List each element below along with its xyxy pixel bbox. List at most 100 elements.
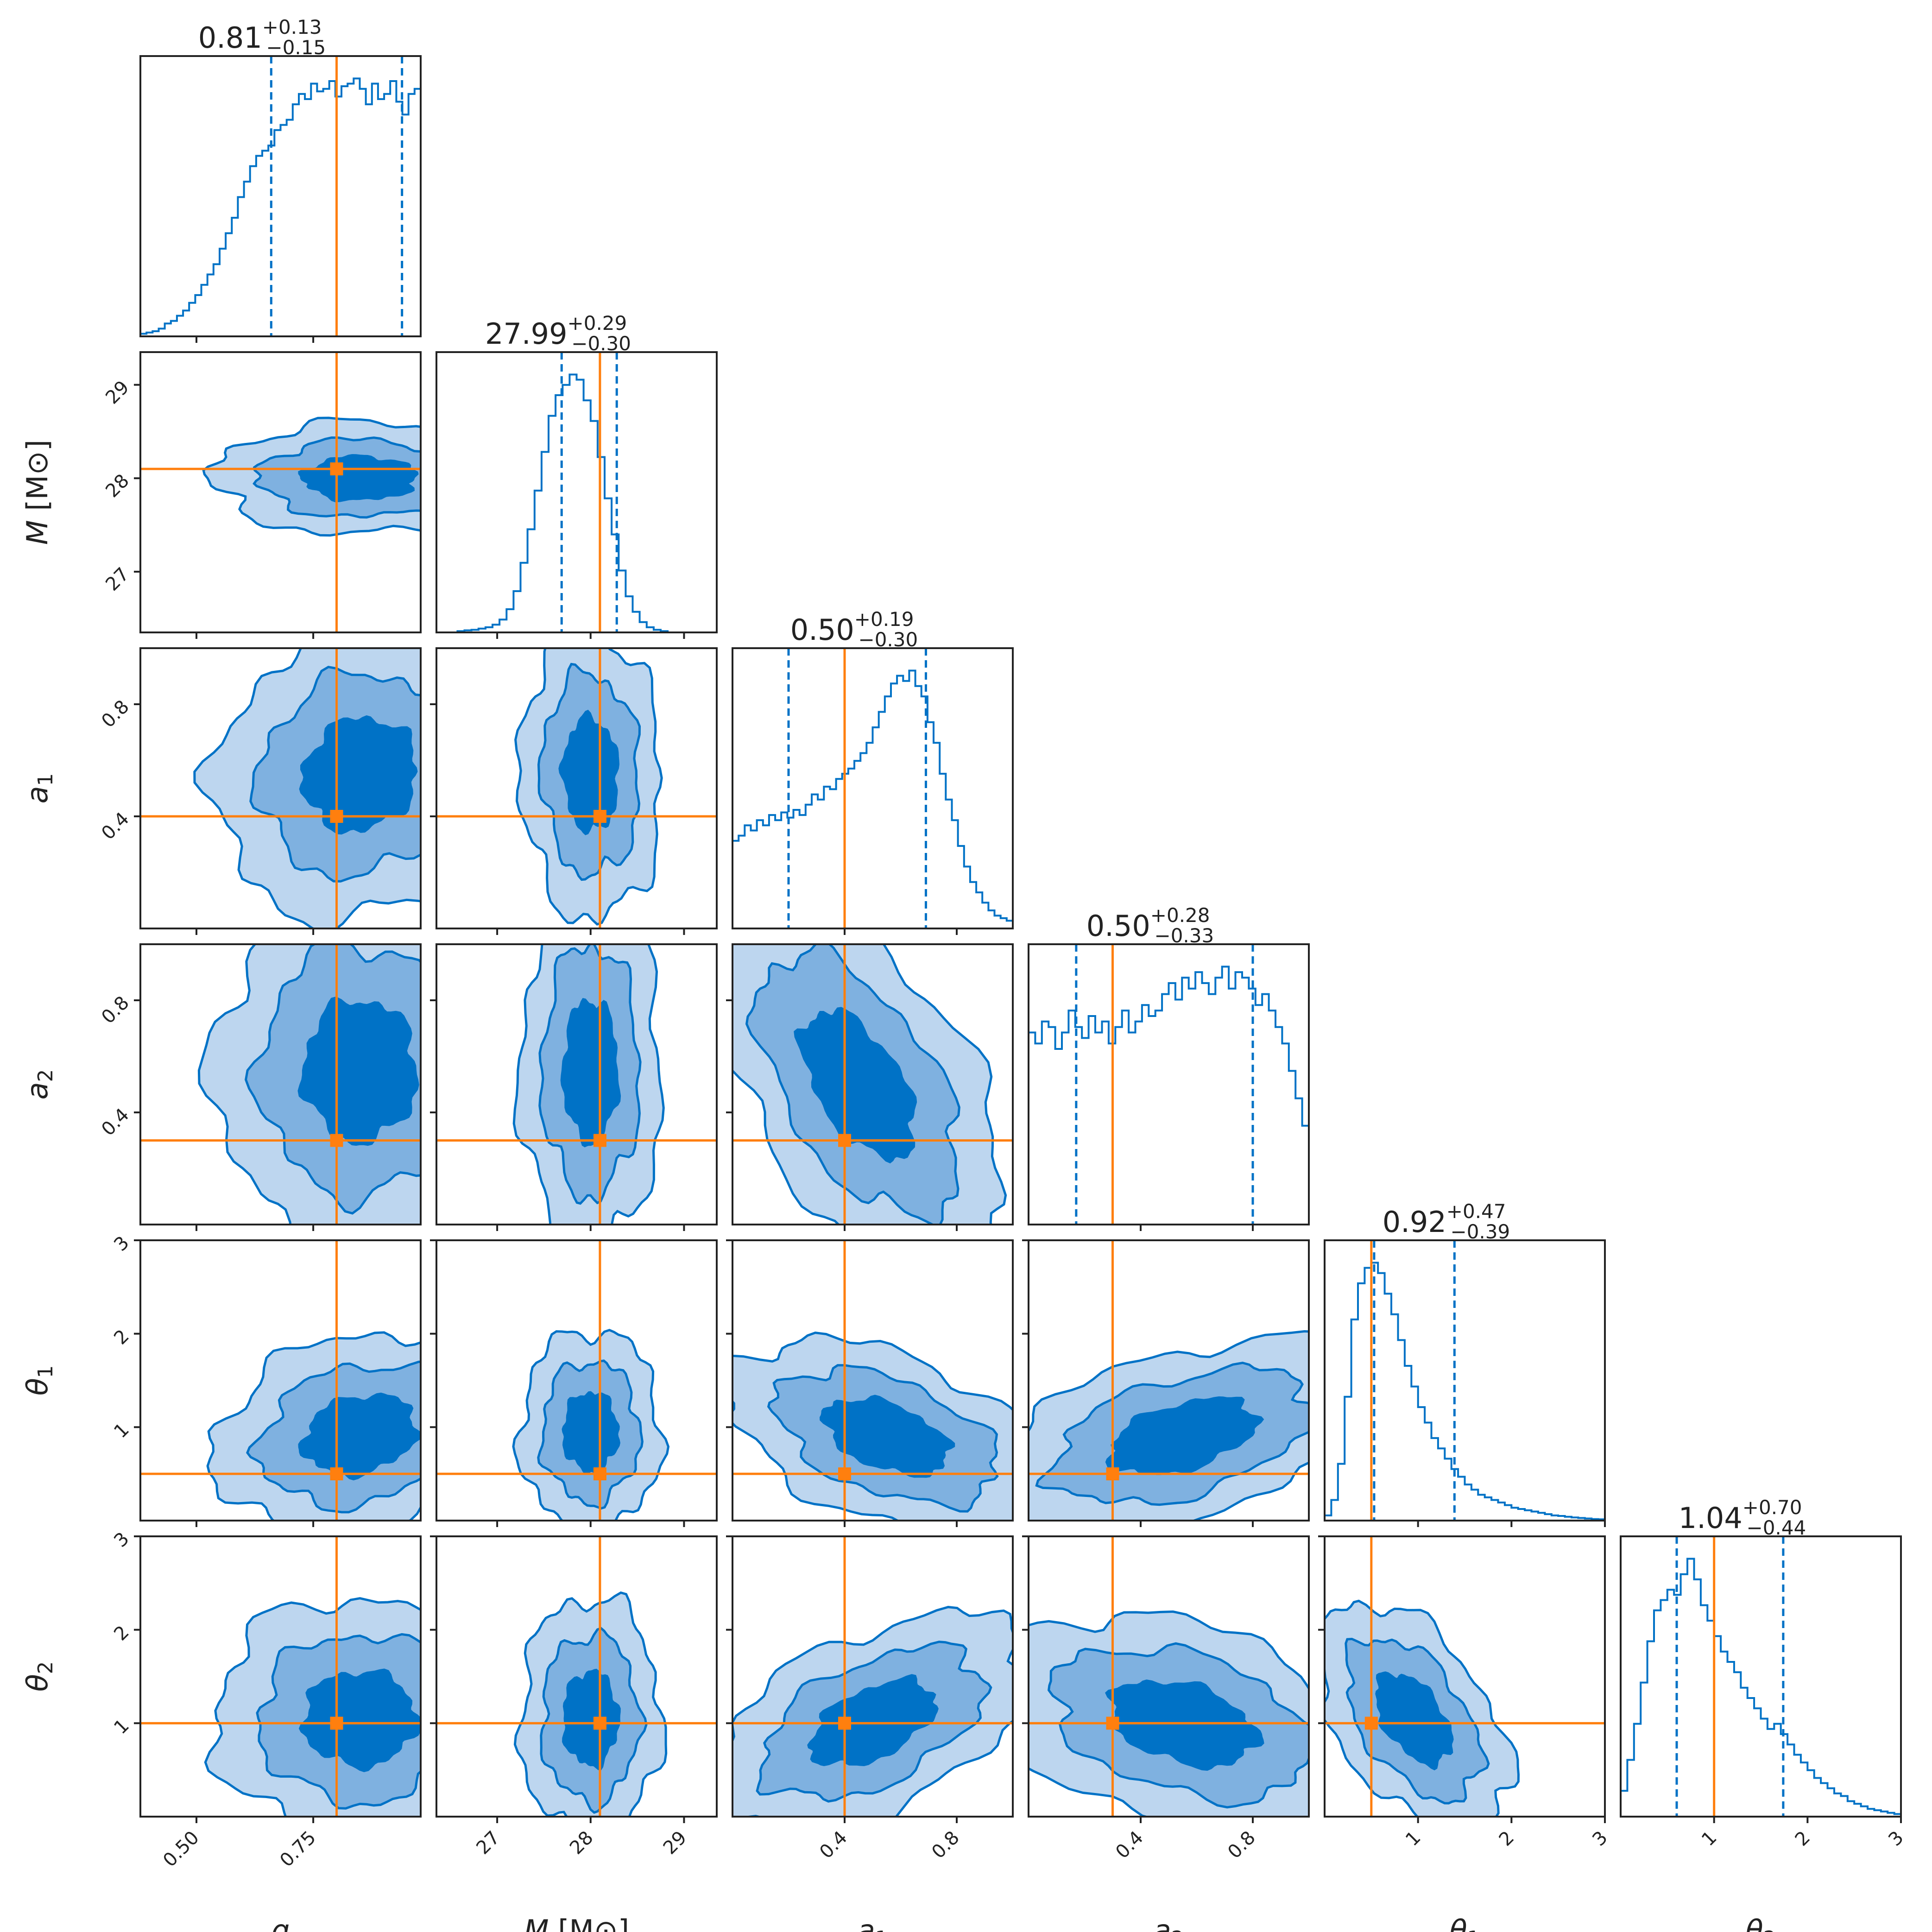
ytick-label-theta2: 1 xyxy=(110,1715,133,1739)
contour-inner-M-a2 xyxy=(560,998,621,1148)
xtick-label-q: 0.75 xyxy=(276,1827,320,1871)
truth-marker-M-theta2 xyxy=(593,1717,606,1730)
xtick-label-theta1: 1 xyxy=(1402,1827,1425,1850)
x-axis-label-q: q xyxy=(271,1913,290,1932)
truth-marker-q-a2 xyxy=(330,1134,343,1147)
xtick-label-q: 0.50 xyxy=(159,1827,203,1871)
pair-panel-a1-a2 xyxy=(732,944,1013,1225)
pair-panel-M-a2 xyxy=(436,944,717,1225)
histogram-title-theta2: 1.04+0.70 −0.44 xyxy=(1679,1496,1806,1539)
contour-inner-theta1-theta2 xyxy=(1375,1671,1454,1771)
x-axis-label-a2: a2 xyxy=(1154,1913,1184,1932)
panel-frame-4-4 xyxy=(1324,1239,1606,1522)
panel-frame-5-1 xyxy=(436,1535,718,1818)
histogram-panel-a2 xyxy=(1029,944,1309,1225)
histogram-panel-M xyxy=(436,352,717,632)
histogram-step-theta1 xyxy=(1325,1262,1605,1521)
ytick-label-a1: 0.8 xyxy=(97,696,133,732)
pair-panel-q-a1 xyxy=(140,648,421,928)
truth-marker-q-theta2 xyxy=(330,1717,343,1730)
panel-frame-3-3 xyxy=(1028,943,1310,1225)
xtick-label-theta2: 1 xyxy=(1698,1827,1721,1850)
pair-panel-q-a2 xyxy=(140,944,421,1225)
histogram-step-q xyxy=(140,77,421,336)
panel-frame-4-1 xyxy=(436,1239,718,1522)
histogram-step-a2 xyxy=(1029,966,1309,1225)
panel-frame-1-0 xyxy=(139,351,422,633)
truth-marker-q-theta1 xyxy=(330,1467,343,1481)
pair-panel-a1-theta2 xyxy=(732,1536,1013,1817)
y-axis-label-M: M [M⊙] xyxy=(20,440,54,545)
ytick-label-theta1: 1 xyxy=(110,1419,133,1443)
ytick-label-theta1: 2 xyxy=(110,1326,133,1349)
truth-marker-M-theta1 xyxy=(593,1467,606,1481)
panel-frame-4-0 xyxy=(139,1239,422,1522)
x-axis-label-theta1: θ1 xyxy=(1450,1913,1480,1932)
histogram-panel-theta2 xyxy=(1621,1536,1901,1817)
xtick-label-theta2: 3 xyxy=(1884,1827,1908,1850)
histogram-panel-a1 xyxy=(732,648,1013,928)
contour-inner-q-M xyxy=(298,454,419,503)
truth-marker-a1-theta1 xyxy=(838,1467,851,1481)
histogram-title-theta1: 0.92+0.47 −0.39 xyxy=(1383,1200,1510,1243)
histogram-panel-q xyxy=(140,56,421,336)
panel-frame-4-2 xyxy=(732,1239,1014,1522)
truth-marker-a2-theta2 xyxy=(1106,1717,1119,1730)
histogram-step-a1 xyxy=(732,669,1013,928)
contour-inner-a1-theta1 xyxy=(819,1395,955,1478)
ytick-label-a2: 0.8 xyxy=(97,992,133,1028)
x-axis-label-theta2: θ2 xyxy=(1746,1913,1776,1932)
xtick-label-theta1: 3 xyxy=(1588,1827,1612,1850)
xtick-label-M: 28 xyxy=(566,1827,598,1859)
panel-frame-5-3 xyxy=(1028,1535,1310,1818)
pair-panel-a1-theta1 xyxy=(732,1240,1013,1521)
panel-frame-1-1 xyxy=(436,351,718,633)
pair-panel-M-theta2 xyxy=(436,1536,717,1817)
pair-panel-q-theta2 xyxy=(140,1536,421,1817)
ytick-label-theta2: 2 xyxy=(110,1622,133,1645)
xtick-label-a2: 0.8 xyxy=(1224,1827,1260,1863)
y-axis-label-theta1: θ1 xyxy=(20,1365,57,1396)
pair-panel-q-M xyxy=(140,352,421,632)
x-axis-label-a1: a1 xyxy=(858,1913,888,1932)
histogram-title-q: 0.81+0.13 −0.15 xyxy=(198,16,326,59)
panel-frame-0-0 xyxy=(139,55,422,337)
truth-marker-M-a1 xyxy=(593,810,606,823)
contour-inner-M-theta1 xyxy=(562,1391,620,1475)
xtick-label-a2: 0.4 xyxy=(1111,1827,1148,1863)
ytick-label-a1: 0.4 xyxy=(97,808,133,844)
histogram-panel-theta1 xyxy=(1325,1240,1605,1521)
y-axis-label-a2: a2 xyxy=(20,1069,57,1100)
truth-marker-q-a1 xyxy=(330,810,343,823)
panel-frame-3-0 xyxy=(139,943,422,1225)
histogram-title-M: 27.99+0.29 −0.30 xyxy=(485,312,631,355)
contour-inner-q-theta2 xyxy=(298,1668,421,1773)
pair-panel-q-theta1 xyxy=(140,1240,421,1521)
xtick-label-M: 29 xyxy=(659,1827,691,1859)
xtick-label-theta1: 2 xyxy=(1495,1827,1519,1850)
panel-frame-2-2 xyxy=(732,647,1014,929)
panel-frame-2-1 xyxy=(436,647,718,929)
truth-marker-q-M xyxy=(330,462,343,476)
panel-frame-2-0 xyxy=(139,647,422,929)
contour-inner-M-theta2 xyxy=(562,1668,621,1771)
panel-frame-5-4 xyxy=(1324,1535,1606,1818)
y-axis-label-a1: a1 xyxy=(20,773,57,804)
pair-panel-M-theta1 xyxy=(436,1240,717,1521)
ytick-label-M: 27 xyxy=(101,563,133,595)
panel-frame-4-3 xyxy=(1028,1239,1310,1522)
contour-inner-M-a1 xyxy=(558,709,620,835)
truth-marker-theta1-theta2 xyxy=(1364,1717,1378,1730)
panel-frame-5-2 xyxy=(732,1535,1014,1818)
panel-frame-5-0 xyxy=(139,1535,422,1818)
ytick-label-theta1: 3 xyxy=(110,1232,133,1256)
contour-inner-q-a2 xyxy=(297,996,419,1146)
pair-panel-a2-theta2 xyxy=(1029,1536,1309,1817)
xtick-label-M: 27 xyxy=(472,1827,504,1859)
x-axis-label-M: M [M⊙] xyxy=(524,1913,629,1932)
histogram-title-a1: 0.50+0.19 −0.30 xyxy=(790,608,918,651)
contour-inner-q-a1 xyxy=(299,715,418,835)
panel-frame-3-2 xyxy=(732,943,1014,1225)
xtick-label-a1: 0.4 xyxy=(815,1827,852,1863)
